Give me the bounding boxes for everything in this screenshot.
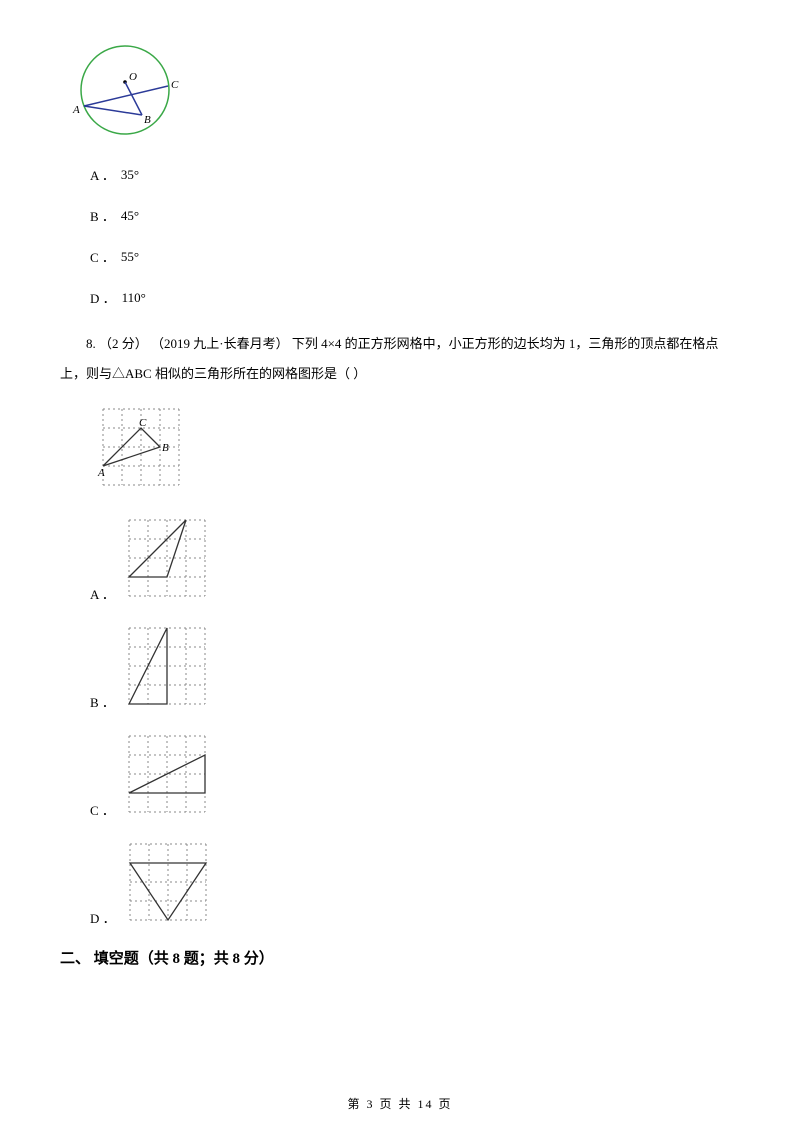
q7-option-a[interactable]: A ． 35° [90,165,740,184]
option-label: C ． [90,800,115,824]
svg-text:A: A [97,467,105,479]
option-label: A ． [90,165,115,184]
option-label: B ． [90,206,115,225]
svg-text:C: C [139,417,147,429]
grid-figure-c [121,728,217,824]
svg-text:A: A [72,104,80,116]
q7-option-d[interactable]: D ． 110° [90,288,740,307]
option-label: A ． [90,584,115,608]
option-label: D ． [90,288,116,307]
option-label: C ． [90,247,115,266]
option-value: 110° [122,290,146,306]
grid-figure-a [121,512,217,608]
page-footer: 第 3 页 共 14 页 [0,1095,800,1112]
grid-figure-b [121,620,217,716]
svg-text:B: B [144,114,151,126]
q8-option-c[interactable]: C ． [90,728,740,824]
section-2-header: 二、 填空题（共 8 题；共 8 分） [60,947,740,968]
q7-circle-figure: O A C B [70,40,740,145]
option-value: 55° [121,249,139,265]
q7-option-c[interactable]: C ． 55° [90,247,740,266]
q8-reference-grid: A B C [95,401,740,502]
svg-text:O: O [129,71,137,83]
q8-option-d[interactable]: D ． [90,836,740,932]
q7-option-b[interactable]: B ． 45° [90,206,740,225]
q8-question-text: 8. （2 分） （2019 九上·长春月考） 下列 4×4 的正方形网格中，小… [60,329,740,389]
svg-text:B: B [162,442,169,454]
option-value: 45° [121,208,139,224]
option-value: 35° [121,167,139,183]
grid-figure-d [122,836,218,932]
option-label: D ． [90,908,116,932]
q8-option-a[interactable]: A ． [90,512,740,608]
q8-option-b[interactable]: B ． [90,620,740,716]
option-label: B ． [90,692,115,716]
svg-text:C: C [171,79,179,91]
